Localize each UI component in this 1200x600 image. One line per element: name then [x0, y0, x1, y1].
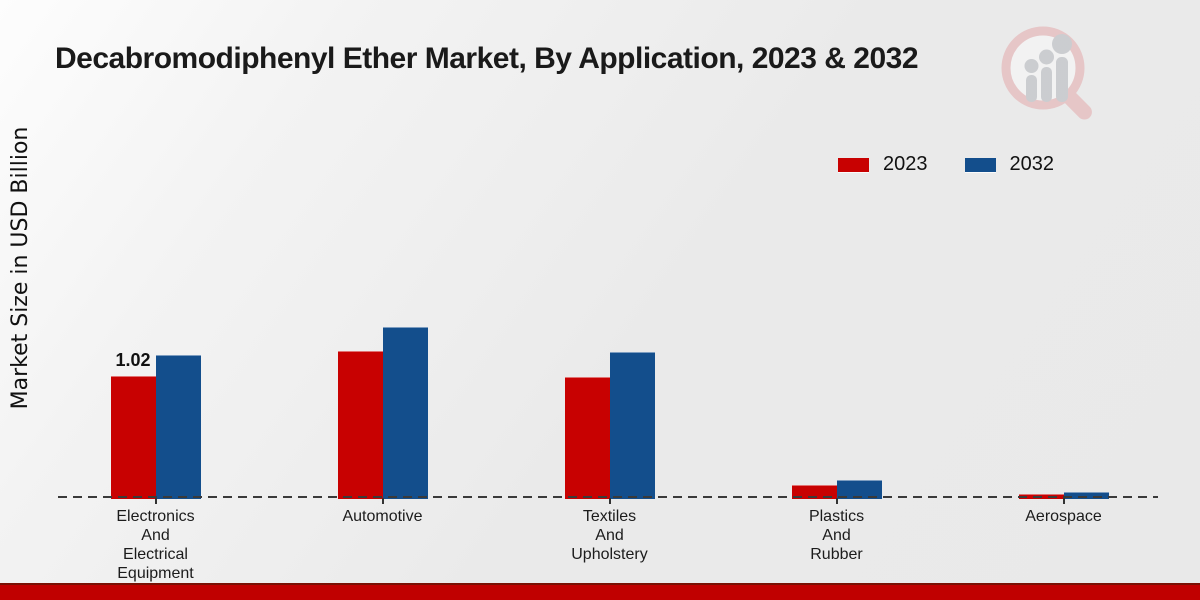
x-axis-tick — [1062, 498, 1065, 504]
category-label: Aerospace — [1025, 508, 1102, 525]
x-axis-tick — [381, 498, 384, 504]
legend-label-2023: 2023 — [883, 153, 928, 175]
bar-2032-category-5 — [1063, 492, 1109, 499]
bar-2032-category-2 — [382, 327, 428, 499]
x-axis-tick — [608, 498, 611, 504]
legend-label-2032: 2032 — [1009, 153, 1055, 175]
footer-bar — [0, 583, 1200, 600]
brand-logo — [995, 22, 1099, 126]
bar-2023-category-3 — [564, 377, 610, 499]
bar-2023-category-4 — [791, 485, 837, 499]
bar-2023-category-2 — [337, 351, 383, 499]
bar-data-label: 1.02 — [115, 350, 151, 370]
magnifier-bar-chart-icon — [1001, 26, 1092, 120]
legend-entry-2032: 2032 — [964, 153, 1055, 176]
category-label: Textiles And Upholstery — [571, 508, 648, 563]
bar-2032-category-1 — [155, 355, 201, 499]
chart-title: Decabromodiphenyl Ether Market, By Appli… — [55, 42, 919, 75]
x-axis-tick — [154, 498, 157, 504]
category-label: Plastics And Rubber — [808, 508, 865, 563]
category-label: Automotive — [342, 508, 423, 525]
bar-2023-category-1 — [110, 376, 156, 499]
bar-2032-category-3 — [609, 352, 655, 499]
x-axis-line — [58, 496, 1158, 498]
legend-entry-2023: 2023 — [838, 153, 928, 176]
legend: 2023 2032 — [838, 153, 1054, 176]
legend-swatch-2023 — [838, 157, 869, 172]
legend-swatch-2032 — [964, 157, 996, 172]
category-label: Electronics And Electrical Equipment — [116, 508, 195, 582]
x-axis-tick — [835, 498, 838, 504]
bar-2032-category-4 — [836, 480, 882, 499]
